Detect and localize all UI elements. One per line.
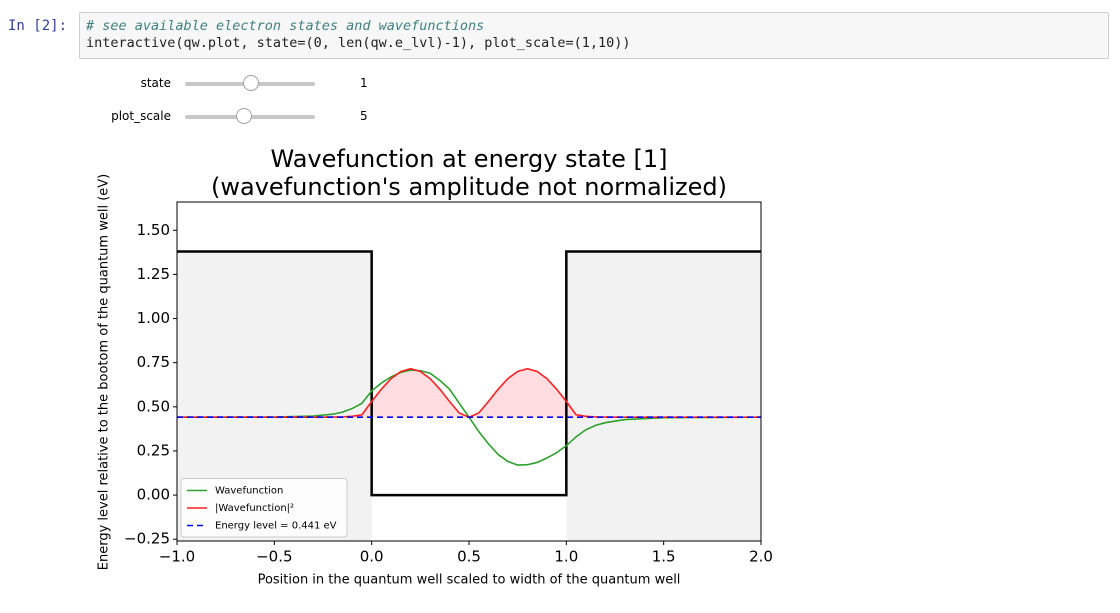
y-tick-label: −0.25 [124,530,170,548]
slider-value: 5 [360,109,368,123]
x-axis-label: Position in the quantum well scaled to w… [258,573,681,588]
y-tick-label: 1.00 [137,309,170,327]
cell-prompt: In [2]: [8,18,68,34]
y-tick-label: 1.50 [137,221,170,239]
legend-label: Wavefunction [215,486,283,497]
y-tick-label: 1.25 [137,265,170,283]
x-tick-label: −0.5 [256,548,292,566]
x-tick-label: 2.0 [749,548,773,566]
y-axis-label: Energy level relative to the bootom of t… [97,174,112,571]
x-tick-label: 1.5 [652,548,676,566]
slider-handle[interactable] [243,75,259,91]
code-cell[interactable]: # see available electron states and wave… [79,12,1109,59]
x-tick-label: −1.0 [159,548,195,566]
x-tick-label: 0.5 [457,548,481,566]
y-tick-label: 0.25 [137,441,170,459]
y-tick-label: 0.50 [137,397,170,415]
x-tick-label: 1.0 [554,548,578,566]
legend-label: Energy level = 0.441 eV [215,521,337,532]
slider-handle[interactable] [236,108,252,124]
code-line: interactive(qw.plot, state=(0, len(qw.e_… [86,35,631,51]
legend-box [180,478,348,538]
chart-title: (wavefunction's amplitude not normalized… [211,173,727,201]
slider-label: state [140,76,171,90]
y-tick-label: 0.00 [137,486,170,504]
chart-title: Wavefunction at energy state [1] [271,145,668,173]
slider-value: 1 [360,76,368,90]
y-tick-label: 0.75 [137,353,170,371]
series-line [177,250,761,497]
barrier-fill [566,251,761,541]
slider-label: plot_scale [111,109,171,123]
legend-label: |Wavefunction|² [215,503,294,514]
x-tick-label: 0.0 [360,548,384,566]
code-line: # see available electron states and wave… [86,18,485,34]
